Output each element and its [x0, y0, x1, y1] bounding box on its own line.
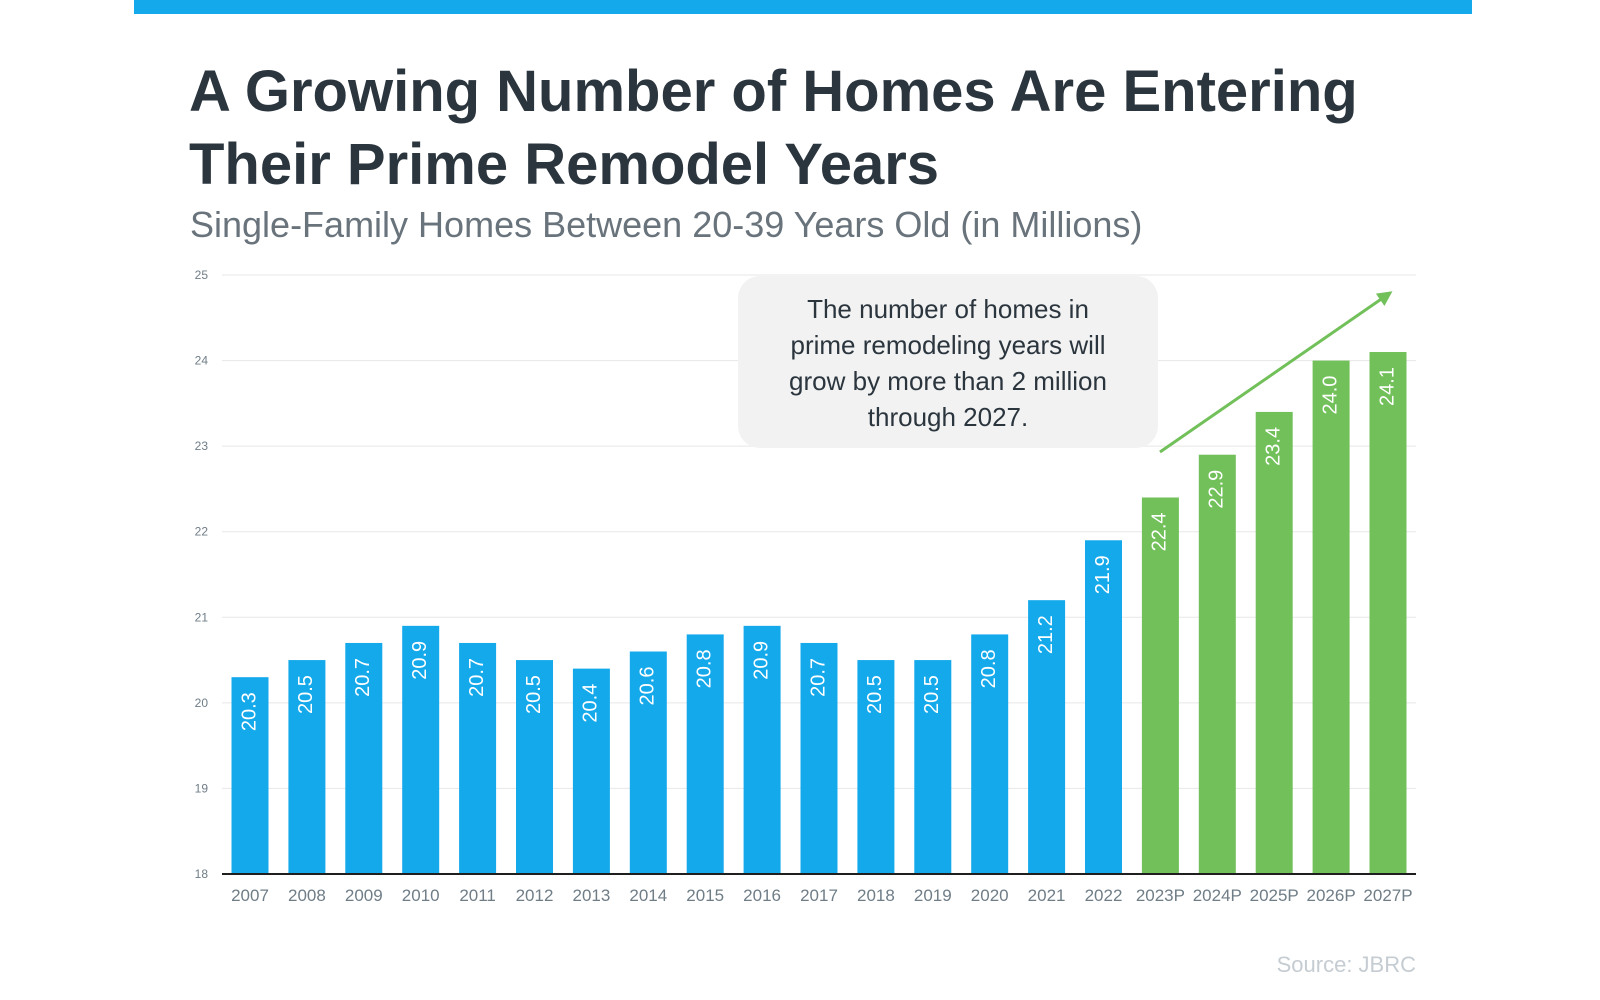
x-axis-tick-label: 2016 — [743, 886, 781, 905]
bar-2023P — [1141, 497, 1179, 874]
bar-value-label: 20.4 — [580, 684, 602, 723]
bar-value-label: 24.1 — [1376, 367, 1398, 406]
x-axis-tick-label: 2024P — [1193, 886, 1242, 905]
y-axis-tick-label: 25 — [195, 268, 209, 282]
chart-title: A Growing Number of Homes Are Entering T… — [189, 55, 1429, 201]
chart-title-line-1: A Growing Number of Homes Are Entering — [189, 59, 1358, 124]
x-axis-tick-label: 2007 — [231, 886, 269, 905]
bar-2019 — [914, 660, 952, 874]
bar-2015 — [686, 634, 724, 874]
bar-value-label: 20.3 — [238, 692, 260, 731]
x-axis-tick-label: 2009 — [345, 886, 383, 905]
bar-2011 — [459, 642, 497, 874]
bar-value-label: 22.9 — [1206, 470, 1228, 509]
bar-value-labels: 20.3 20.5 20.7 20.9 20.7 20.5 20.4 20.6 20.8 20.9… — [238, 367, 1398, 731]
x-axis-tick-label: 2014 — [629, 886, 667, 905]
y-axis-tick-label: 20 — [195, 696, 209, 710]
bar-2009 — [345, 642, 383, 874]
bar-value-label: 20.5 — [295, 675, 317, 714]
bar-value-label: 21.9 — [1092, 555, 1114, 594]
bar-2016 — [743, 625, 781, 874]
callout-text-line-3: grow by more than 2 million — [789, 366, 1107, 396]
y-axis-tick-label: 18 — [195, 867, 209, 881]
chart-subtitle: Single-Family Homes Between 20-39 Years … — [190, 204, 1143, 245]
y-axis-tick-label: 23 — [195, 439, 209, 453]
bar-2010 — [402, 625, 440, 874]
chart-title-line-2: Their Prime Remodel Years — [189, 132, 940, 197]
bars — [231, 352, 1407, 875]
callout-text-line-1: The number of homes in — [807, 294, 1089, 324]
x-axis-tick-label: 2012 — [516, 886, 554, 905]
bar-2025P — [1255, 411, 1293, 874]
bar-2014 — [629, 651, 667, 874]
bar-2007 — [231, 677, 269, 874]
x-axis-tick-label: 2020 — [971, 886, 1009, 905]
y-axis-tick-label: 24 — [195, 354, 209, 368]
bar-2012 — [516, 660, 553, 874]
bar-2024P — [1198, 454, 1236, 874]
source-note: Source: JBRC — [1276, 952, 1416, 977]
x-axis-tick-label: 2025P — [1250, 886, 1299, 905]
x-axis-tick-label: 2010 — [402, 886, 440, 905]
bar-2027P — [1369, 352, 1407, 874]
bar-value-label: 21.2 — [1035, 615, 1057, 654]
x-axis-tick-label: 2008 — [288, 886, 326, 905]
bar-value-label: 22.4 — [1149, 512, 1171, 551]
bar-2013 — [572, 668, 610, 874]
bar-2020 — [971, 634, 1009, 874]
y-axis-tick-label: 22 — [195, 525, 209, 539]
bar-value-label: 24.0 — [1319, 376, 1341, 415]
bar-value-label: 20.9 — [750, 641, 772, 680]
x-axis-tick-label: 2017 — [800, 886, 838, 905]
x-axis-tick-label: 2026P — [1307, 886, 1356, 905]
bar-value-label: 20.5 — [864, 675, 886, 714]
bar-value-label: 23.4 — [1262, 427, 1284, 466]
callout-box: The number of homes in prime remodeling … — [738, 276, 1158, 448]
bar-2022 — [1085, 540, 1122, 874]
x-axis-tick-label: 2021 — [1028, 886, 1066, 905]
growth-trend-arrow — [1159, 291, 1393, 454]
x-axis-tick-label: 2022 — [1085, 886, 1123, 905]
bar-2008 — [288, 660, 326, 874]
x-axis-tick-label: 2011 — [459, 886, 496, 905]
bar-2021 — [1028, 600, 1066, 874]
top-accent-bar — [134, 0, 1472, 14]
x-axis-tick-label: 2015 — [686, 886, 724, 905]
callout-text-line-4: through 2027. — [868, 402, 1028, 432]
bar-value-label: 20.6 — [637, 667, 659, 706]
bar-value-label: 20.5 — [523, 675, 545, 714]
x-axis-tick-label: 2019 — [914, 886, 952, 905]
y-axis-tick-label: 19 — [195, 781, 209, 795]
x-axis-tick-label: 2013 — [572, 886, 610, 905]
bar-value-label: 20.7 — [807, 658, 829, 697]
bar-2018 — [857, 660, 895, 874]
bar-value-label: 20.5 — [921, 675, 943, 714]
x-axis-tick-label: 2027P — [1363, 886, 1412, 905]
x-axis-tick-label: 2023P — [1136, 886, 1185, 905]
bar-value-label: 20.9 — [409, 641, 431, 680]
bar-2017 — [800, 642, 838, 874]
x-axis-tick-label: 2018 — [857, 886, 895, 905]
bar-value-label: 20.7 — [466, 658, 488, 697]
bar-value-label: 20.8 — [693, 649, 715, 688]
y-axis-tick-label: 21 — [195, 610, 209, 624]
bar-value-label: 20.8 — [978, 649, 1000, 688]
bar-2026P — [1312, 360, 1350, 875]
callout-text-line-2: prime remodeling years will — [791, 330, 1106, 360]
bar-value-label: 20.7 — [352, 658, 374, 697]
